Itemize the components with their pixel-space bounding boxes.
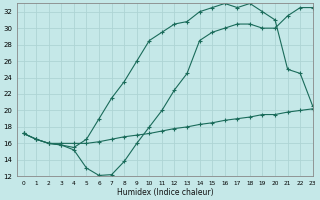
X-axis label: Humidex (Indice chaleur): Humidex (Indice chaleur): [117, 188, 213, 197]
